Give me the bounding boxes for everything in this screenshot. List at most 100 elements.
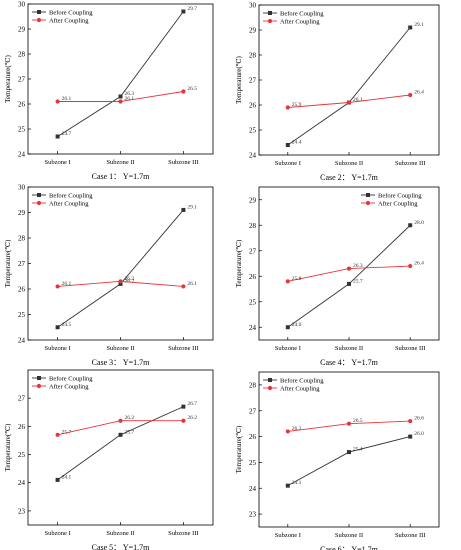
data-point-before-coupling: [347, 450, 351, 455]
legend-label: Before Coupling: [378, 192, 422, 199]
series-line-before-coupling: [57, 11, 184, 137]
y-tick-label: 24: [18, 151, 26, 159]
chart-panel-5: 23 24 25 26 27 Temperature(℃) Subzone I Subzone…: [4, 369, 214, 550]
legend-marker: [268, 378, 272, 382]
y-tick-label: 30: [18, 1, 26, 9]
data-point-after-coupling: [181, 418, 186, 423]
data-point-before-coupling: [285, 325, 290, 330]
data-label: 26.1: [187, 281, 197, 287]
legend-marker: [267, 385, 273, 391]
legend-label: Before Coupling: [49, 192, 93, 199]
data-point-before-coupling: [181, 9, 186, 14]
y-tick-label: 28: [249, 52, 257, 60]
y-axis-title: Temperature(℃): [4, 54, 12, 102]
data-point-before-coupling: [285, 483, 290, 488]
series-line-before-coupling: [57, 406, 184, 481]
x-tick-label: Subzone III: [168, 345, 199, 352]
y-tick-label: 25: [18, 451, 26, 459]
chart-panel-6: 23 24 25 26 27 28 Temperature(℃) Subzone I Subzo…: [235, 371, 440, 550]
legend-label: Before Coupling: [49, 375, 93, 382]
data-point-after-coupling: [181, 89, 186, 94]
chart-caption: Case 3： Y=1.7m: [92, 358, 151, 367]
y-tick-label: 30: [249, 2, 257, 10]
data-point-after-coupling: [55, 99, 60, 104]
data-label: 26.7: [187, 401, 197, 407]
data-label: 24.1: [292, 480, 302, 486]
y-tick-label: 23: [249, 511, 257, 519]
data-label: 26.0: [414, 431, 424, 437]
y-axis-title: Temperature(℃): [235, 55, 243, 103]
data-point-before-coupling: [118, 432, 123, 437]
x-tick-label: Subzone III: [395, 532, 426, 539]
series-line-before-coupling: [57, 209, 184, 328]
x-tick-label: Subzone II: [335, 532, 363, 539]
data-label: 25.4: [353, 447, 363, 453]
data-point-before-coupling: [118, 281, 123, 286]
series-line-before-coupling: [287, 224, 411, 328]
y-tick-label: 29: [18, 209, 26, 217]
y-tick-label: 24: [249, 324, 257, 332]
legend-marker: [37, 10, 41, 14]
data-label: 25.7: [62, 429, 72, 435]
y-tick-label: 29: [249, 196, 257, 204]
legend-marker: [36, 17, 42, 23]
data-point-before-coupling: [55, 325, 60, 330]
series-line-before-coupling: [287, 27, 411, 146]
chart-caption: Case 2： Y=1.7m: [320, 173, 379, 182]
legend-marker: [268, 11, 272, 15]
x-tick-label: Subzone I: [275, 160, 301, 167]
x-tick-label: Subzone II: [335, 345, 363, 352]
legend-marker: [267, 18, 273, 24]
chart-panel-1: 24 25 26 27 28 29 30 Temperature(℃) Subzone I Sub…: [4, 1, 214, 181]
legend-marker: [365, 200, 371, 206]
legend-label: Before Coupling: [280, 377, 324, 384]
y-tick-label: 27: [249, 77, 257, 85]
y-tick-label: 26: [18, 101, 26, 109]
data-point-after-coupling: [285, 105, 290, 110]
data-point-after-coupling: [118, 99, 123, 104]
legend-label: After Coupling: [49, 383, 89, 390]
y-tick-label: 27: [249, 407, 257, 415]
data-point-after-coupling: [408, 263, 413, 269]
legend-label: After Coupling: [280, 18, 320, 25]
y-tick-label: 24: [18, 479, 26, 487]
chart-panel-3: 24 25 26 27 28 29 30 Temperature(℃) Subzone I Sub…: [4, 184, 214, 367]
data-point-after-coupling: [346, 100, 352, 105]
data-point-before-coupling: [55, 134, 60, 139]
data-label: 24.0: [292, 322, 302, 328]
x-tick-label: Subzone III: [395, 160, 426, 167]
legend-label: After Coupling: [280, 385, 320, 392]
legend-marker: [36, 200, 42, 206]
data-label: 26.4: [414, 90, 424, 96]
legend-marker: [366, 193, 370, 197]
data-label: 26.6: [414, 416, 424, 422]
x-tick-label: Subzone III: [395, 345, 426, 352]
data-label: 26.1: [125, 96, 135, 102]
data-point-after-coupling: [55, 284, 60, 289]
legend-label: After Coupling: [49, 17, 89, 24]
data-label: 26.2: [187, 415, 197, 421]
data-label: 24.7: [62, 131, 72, 137]
data-label: 26.3: [125, 91, 135, 97]
legend-label: Before Coupling: [49, 9, 93, 16]
chart-caption: Case 1： Y=1.7m: [92, 172, 151, 181]
y-axis-title: Temperature(℃): [235, 425, 243, 473]
data-point-before-coupling: [55, 477, 60, 482]
legend-label: Before Coupling: [280, 10, 324, 17]
y-tick-label: 25: [18, 126, 26, 134]
data-point-after-coupling: [285, 429, 290, 434]
y-tick-label: 26: [18, 423, 26, 431]
data-label: 24.4: [292, 140, 302, 146]
legend-marker: [36, 383, 42, 389]
y-tick-label: 27: [249, 247, 257, 255]
y-tick-label: 24: [18, 337, 26, 345]
data-point-before-coupling: [181, 207, 186, 212]
y-tick-label: 28: [18, 51, 26, 59]
data-point-before-coupling: [285, 143, 290, 147]
y-tick-label: 26: [249, 102, 257, 110]
chart-caption: Case 5： Y=1.7m: [92, 543, 151, 550]
chart-caption: Case 6： Y=1.7m: [320, 545, 379, 550]
y-tick-label: 29: [249, 27, 257, 35]
x-tick-label: Subzone I: [45, 159, 71, 166]
plot-frame: [258, 371, 440, 528]
